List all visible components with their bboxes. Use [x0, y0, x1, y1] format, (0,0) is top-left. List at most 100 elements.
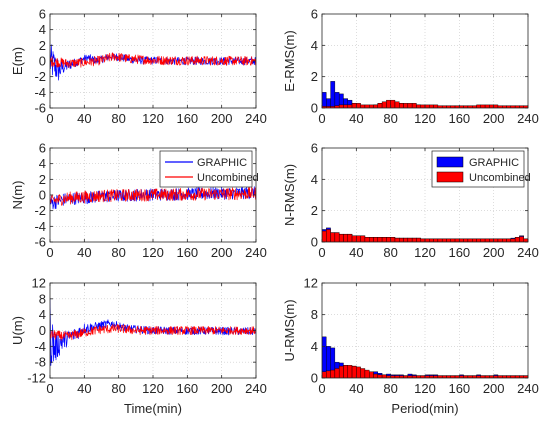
y-tick-label: 8 [311, 307, 318, 322]
bar-uncombined [390, 99, 396, 108]
y-tick-label: 6 [39, 7, 46, 22]
bar-uncombined [338, 104, 344, 108]
bar-uncombined [343, 365, 348, 378]
bar-uncombined [377, 237, 383, 242]
bar-uncombined [399, 103, 404, 108]
bar-uncombined [343, 104, 348, 108]
bar-graphic [322, 92, 327, 108]
bar-uncombined [369, 237, 374, 242]
x-tick-label: 160 [176, 111, 198, 126]
y-tick-label: 0 [311, 235, 318, 250]
bar-uncombined [463, 238, 469, 242]
bar-uncombined [446, 238, 451, 242]
bar-uncombined [334, 368, 340, 378]
bar-uncombined [373, 237, 378, 242]
bar-uncombined [450, 238, 456, 242]
x-axis-label: Period(min) [391, 401, 458, 416]
x-tick-label: 40 [349, 381, 363, 396]
bar-uncombined [480, 104, 486, 108]
panel-n-timeseries: 0 40 80 120 160 200 240-6-4-20246N(m)GRAPHICUn… [10, 141, 267, 261]
bar-uncombined [416, 104, 421, 108]
x-tick-label: 120 [414, 381, 436, 396]
bar-uncombined [459, 238, 464, 242]
bar-uncombined [343, 233, 348, 242]
bar-uncombined [480, 238, 486, 242]
y-tick-label: 2 [311, 203, 318, 218]
x-tick-label: 120 [142, 245, 164, 260]
bar-uncombined [369, 104, 374, 108]
x-tick-label: 80 [383, 111, 397, 126]
bar-uncombined [433, 104, 439, 108]
y-axis-label: E-RMS(m) [282, 30, 297, 91]
x-tick-label: 80 [111, 111, 125, 126]
bar-uncombined [472, 238, 477, 242]
x-tick-label: 80 [383, 381, 397, 396]
bar-uncombined [377, 103, 383, 108]
bar-uncombined [514, 237, 520, 242]
x-tick-label: 200 [483, 381, 505, 396]
bar-uncombined [390, 237, 396, 242]
bar-uncombined [322, 371, 327, 378]
y-tick-label: 0 [311, 101, 318, 116]
bar-uncombined [441, 238, 447, 242]
bar-uncombined [424, 238, 430, 242]
y-tick-label: 4 [39, 22, 46, 37]
y-tick-label: 6 [311, 141, 318, 156]
x-tick-label: 0 [318, 245, 325, 260]
x-tick-label: 240 [245, 111, 267, 126]
bar-uncombined [403, 237, 409, 242]
series-line-uncombined [50, 52, 256, 69]
bar-uncombined [506, 238, 512, 242]
x-tick-label: 120 [142, 111, 164, 126]
bar-uncombined [347, 365, 353, 378]
bar-uncombined [394, 101, 400, 108]
bar-graphic [330, 81, 336, 108]
bar-uncombined [322, 230, 327, 242]
x-tick-label: 240 [245, 381, 267, 396]
y-tick-label: -6 [34, 101, 46, 116]
bar-uncombined [386, 99, 391, 108]
x-axis-label: Time(min) [124, 401, 182, 416]
bar-uncombined [326, 370, 331, 378]
bar-uncombined [326, 229, 331, 242]
x-tick-label: 160 [448, 381, 470, 396]
bar-uncombined [381, 101, 387, 108]
x-tick-label: 240 [517, 381, 539, 396]
bar-uncombined [484, 104, 490, 108]
x-tick-label: 160 [448, 245, 470, 260]
x-tick-label: 0 [46, 381, 53, 396]
bar-uncombined [360, 368, 366, 378]
y-axis-label: U(m) [10, 316, 25, 345]
bar-uncombined [476, 238, 481, 242]
y-tick-label: 8 [39, 291, 46, 306]
series-line-graphic [50, 44, 256, 81]
bar-uncombined [454, 238, 460, 242]
series-line-uncombined [50, 323, 256, 341]
x-tick-label: 240 [517, 245, 539, 260]
y-tick-label: -2 [34, 69, 46, 84]
bar-uncombined [364, 369, 370, 378]
panel-e-rms: 0 40 80 120 160 200 240 0 2 4 6 E-RMS(m) [282, 7, 539, 127]
bar-uncombined [519, 236, 524, 242]
bar-uncombined [356, 366, 361, 378]
plot-area [322, 14, 528, 108]
y-tick-label: 12 [304, 276, 318, 291]
x-tick-label: 40 [77, 245, 91, 260]
bar-uncombined [381, 237, 387, 242]
x-tick-label: 240 [245, 245, 267, 260]
x-tick-label: 200 [211, 245, 233, 260]
x-tick-label: 0 [46, 245, 53, 260]
bar-uncombined [411, 103, 417, 108]
x-tick-label: 40 [349, 111, 363, 126]
y-tick-label: 6 [311, 7, 318, 22]
x-tick-label: 200 [211, 381, 233, 396]
y-tick-label: -12 [27, 371, 46, 386]
bar-uncombined [386, 237, 391, 242]
bar-uncombined [347, 104, 353, 108]
bar-uncombined [407, 237, 413, 242]
x-tick-label: 160 [176, 381, 198, 396]
data-layer [50, 298, 256, 366]
bar-uncombined [437, 238, 443, 242]
x-tick-label: 160 [448, 111, 470, 126]
y-tick-label: 2 [39, 38, 46, 53]
